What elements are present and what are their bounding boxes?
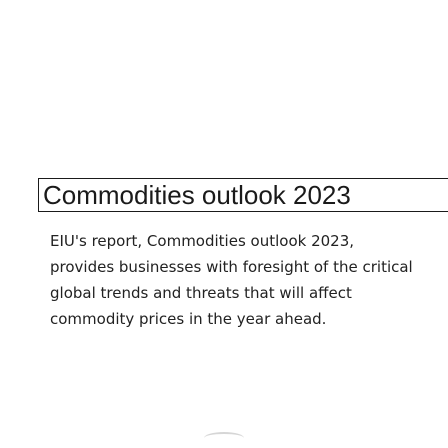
article-description: EIU's report, Commodities outlook 2023, … — [50, 232, 413, 328]
page-title: Commodities outlook 2023 — [43, 180, 351, 210]
title-box: Commodities outlook 2023 — [38, 178, 448, 212]
scroll-hint-arc — [204, 432, 244, 444]
